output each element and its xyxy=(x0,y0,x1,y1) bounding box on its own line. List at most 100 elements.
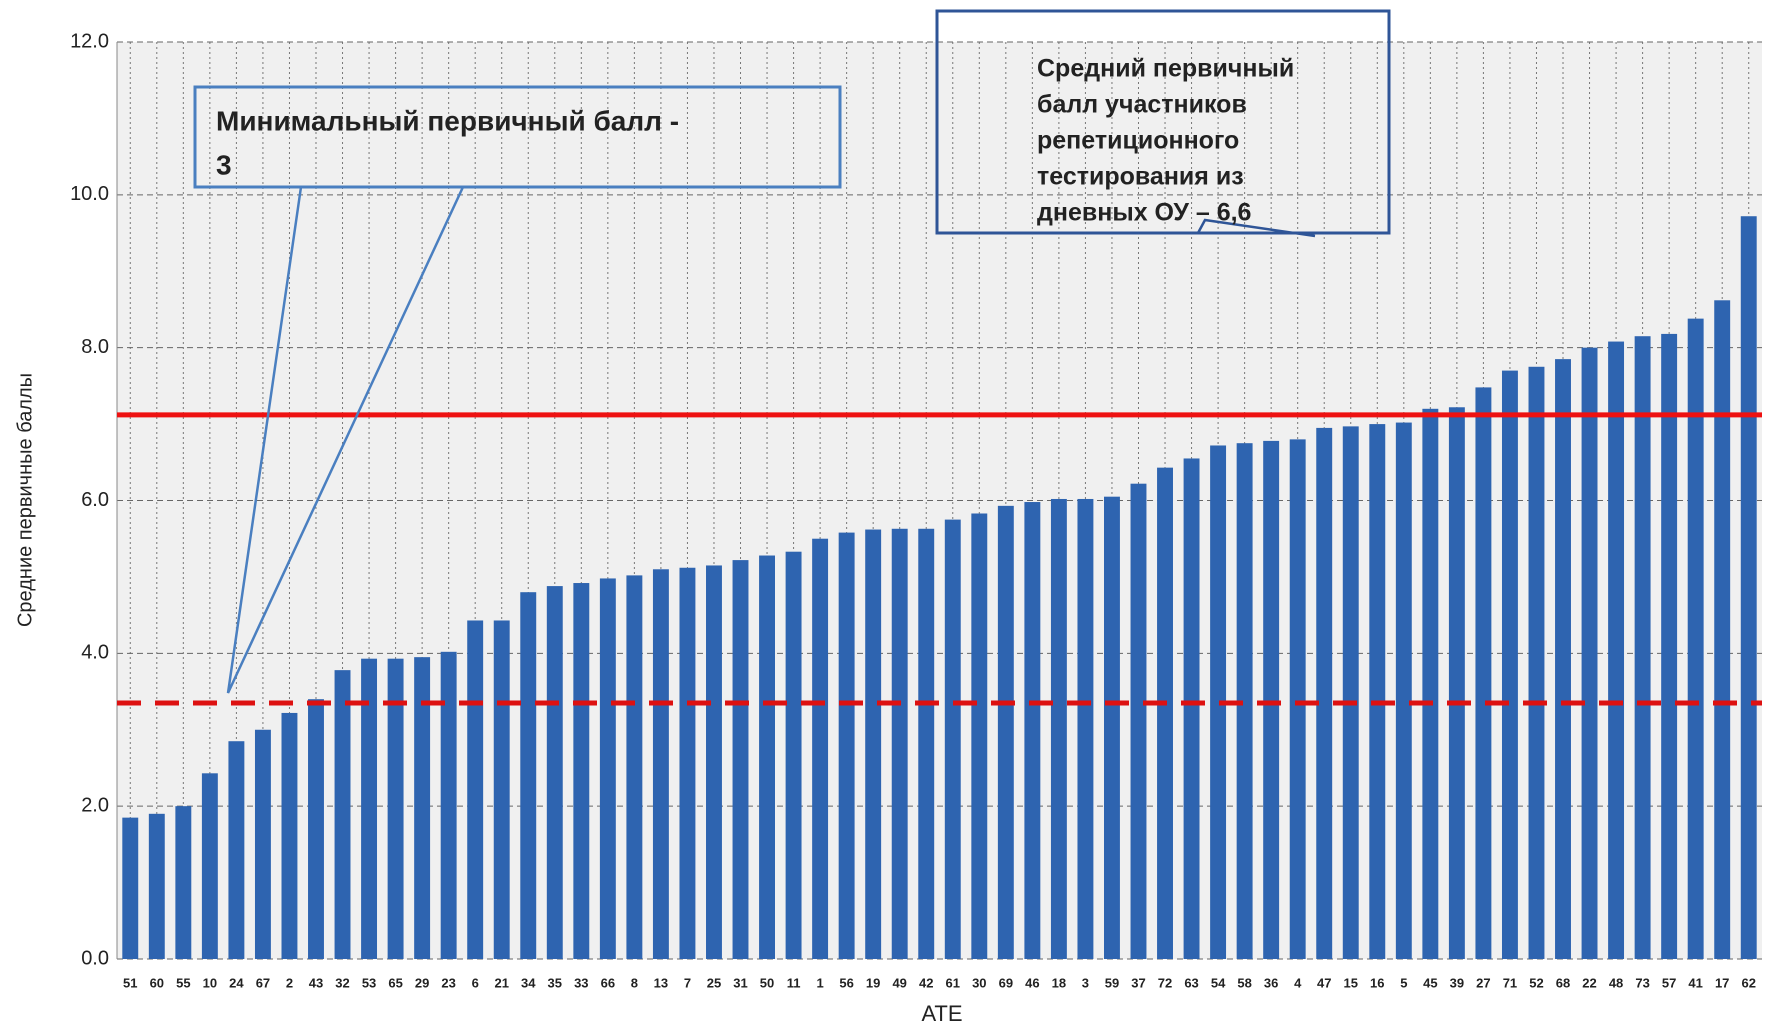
x-tick-label: 10 xyxy=(203,975,217,990)
x-tick-label: 24 xyxy=(229,975,244,990)
callout-text: дневных ОУ – 6,6 xyxy=(1037,199,1251,227)
x-tick-label: 62 xyxy=(1741,975,1755,990)
bar xyxy=(228,741,245,959)
bar xyxy=(1581,347,1598,960)
bar xyxy=(1687,318,1704,960)
bar xyxy=(201,773,218,959)
x-tick-label: 31 xyxy=(733,975,747,990)
x-tick-label: 3 xyxy=(1082,975,1089,990)
y-tick-label: 2.0 xyxy=(81,794,109,816)
bar xyxy=(1422,408,1439,959)
bar xyxy=(520,592,537,959)
x-tick-label: 6 xyxy=(472,975,479,990)
x-tick-label: 53 xyxy=(362,975,376,990)
x-tick-label: 55 xyxy=(176,975,190,990)
bar xyxy=(148,813,165,959)
bar xyxy=(997,505,1014,959)
y-tick-label: 12.0 xyxy=(70,30,109,52)
bar xyxy=(679,567,696,959)
bar xyxy=(1050,498,1067,959)
x-tick-label: 56 xyxy=(839,975,853,990)
x-tick-label: 52 xyxy=(1529,975,1543,990)
x-tick-label: 57 xyxy=(1662,975,1676,990)
bar xyxy=(414,657,431,959)
bar xyxy=(1395,422,1412,959)
bar xyxy=(971,513,988,959)
bar xyxy=(865,529,882,959)
x-tick-label: 34 xyxy=(521,975,536,990)
bar xyxy=(1528,366,1545,959)
bar xyxy=(599,578,616,959)
bar xyxy=(1369,424,1386,959)
x-tick-label: 11 xyxy=(787,975,801,990)
bar xyxy=(1501,370,1518,959)
x-tick-label: 7 xyxy=(684,975,691,990)
bar xyxy=(254,729,271,959)
x-tick-label: 23 xyxy=(441,975,455,990)
bar xyxy=(1210,445,1227,960)
y-tick-label: 6.0 xyxy=(81,489,109,511)
bar xyxy=(1104,496,1120,959)
x-tick-label: 41 xyxy=(1688,975,1702,990)
bar xyxy=(918,528,935,959)
bar xyxy=(1634,336,1651,959)
bar xyxy=(1236,443,1253,959)
x-tick-label: 2 xyxy=(286,975,293,990)
x-tick-label: 66 xyxy=(601,975,615,990)
x-tick-label: 36 xyxy=(1264,975,1278,990)
bar xyxy=(493,620,510,959)
x-tick-label: 54 xyxy=(1211,975,1226,990)
bar xyxy=(281,712,298,959)
bar xyxy=(1130,483,1147,959)
bar xyxy=(626,575,643,959)
x-tick-label: 49 xyxy=(892,975,906,990)
x-tick-label: 45 xyxy=(1423,975,1437,990)
x-tick-label: 18 xyxy=(1052,975,1066,990)
bar xyxy=(387,658,404,959)
bar xyxy=(308,699,324,959)
x-tick-label: 21 xyxy=(494,975,508,990)
x-tick-label: 46 xyxy=(1025,975,1039,990)
x-tick-label: 22 xyxy=(1582,975,1596,990)
bar xyxy=(732,560,749,959)
bar xyxy=(122,817,139,959)
x-tick-label: 51 xyxy=(123,975,137,990)
x-tick-label: 1 xyxy=(816,975,823,990)
x-tick-label: 68 xyxy=(1556,975,1570,990)
bar xyxy=(785,551,802,959)
x-tick-label: 61 xyxy=(946,975,960,990)
bar xyxy=(944,519,961,959)
callout-text: Минимальный первичный балл - xyxy=(216,105,679,136)
bar xyxy=(1183,458,1200,959)
bar xyxy=(652,569,669,959)
x-tick-label: 29 xyxy=(415,975,429,990)
bar xyxy=(1024,502,1041,959)
bar xyxy=(1661,333,1678,960)
x-tick-label: 27 xyxy=(1476,975,1490,990)
x-tick-label: 13 xyxy=(654,975,668,990)
x-tick-label: 17 xyxy=(1715,975,1729,990)
y-tick-label: 8.0 xyxy=(81,336,109,358)
x-tick-label: 32 xyxy=(335,975,349,990)
x-tick-label: 63 xyxy=(1184,975,1198,990)
bar xyxy=(1077,498,1094,959)
y-tick-label: 4.0 xyxy=(81,642,109,664)
x-tick-label: 19 xyxy=(866,975,880,990)
bar xyxy=(1316,427,1333,959)
x-tick-label: 72 xyxy=(1158,975,1172,990)
callout-text: Средний первичный xyxy=(1037,55,1294,83)
x-tick-label: 60 xyxy=(150,975,164,990)
callout-text: 3 xyxy=(216,149,232,180)
bar xyxy=(440,651,457,959)
bar xyxy=(361,658,378,959)
y-tick-label: 0.0 xyxy=(81,947,109,969)
bar xyxy=(175,806,192,959)
callout-box xyxy=(935,9,1391,235)
bar xyxy=(334,670,351,959)
bar xyxy=(1714,300,1731,959)
bar xyxy=(573,583,590,959)
bar xyxy=(1157,467,1173,959)
x-tick-label: 65 xyxy=(388,975,402,990)
x-axis-label: АТЕ xyxy=(921,1001,962,1026)
